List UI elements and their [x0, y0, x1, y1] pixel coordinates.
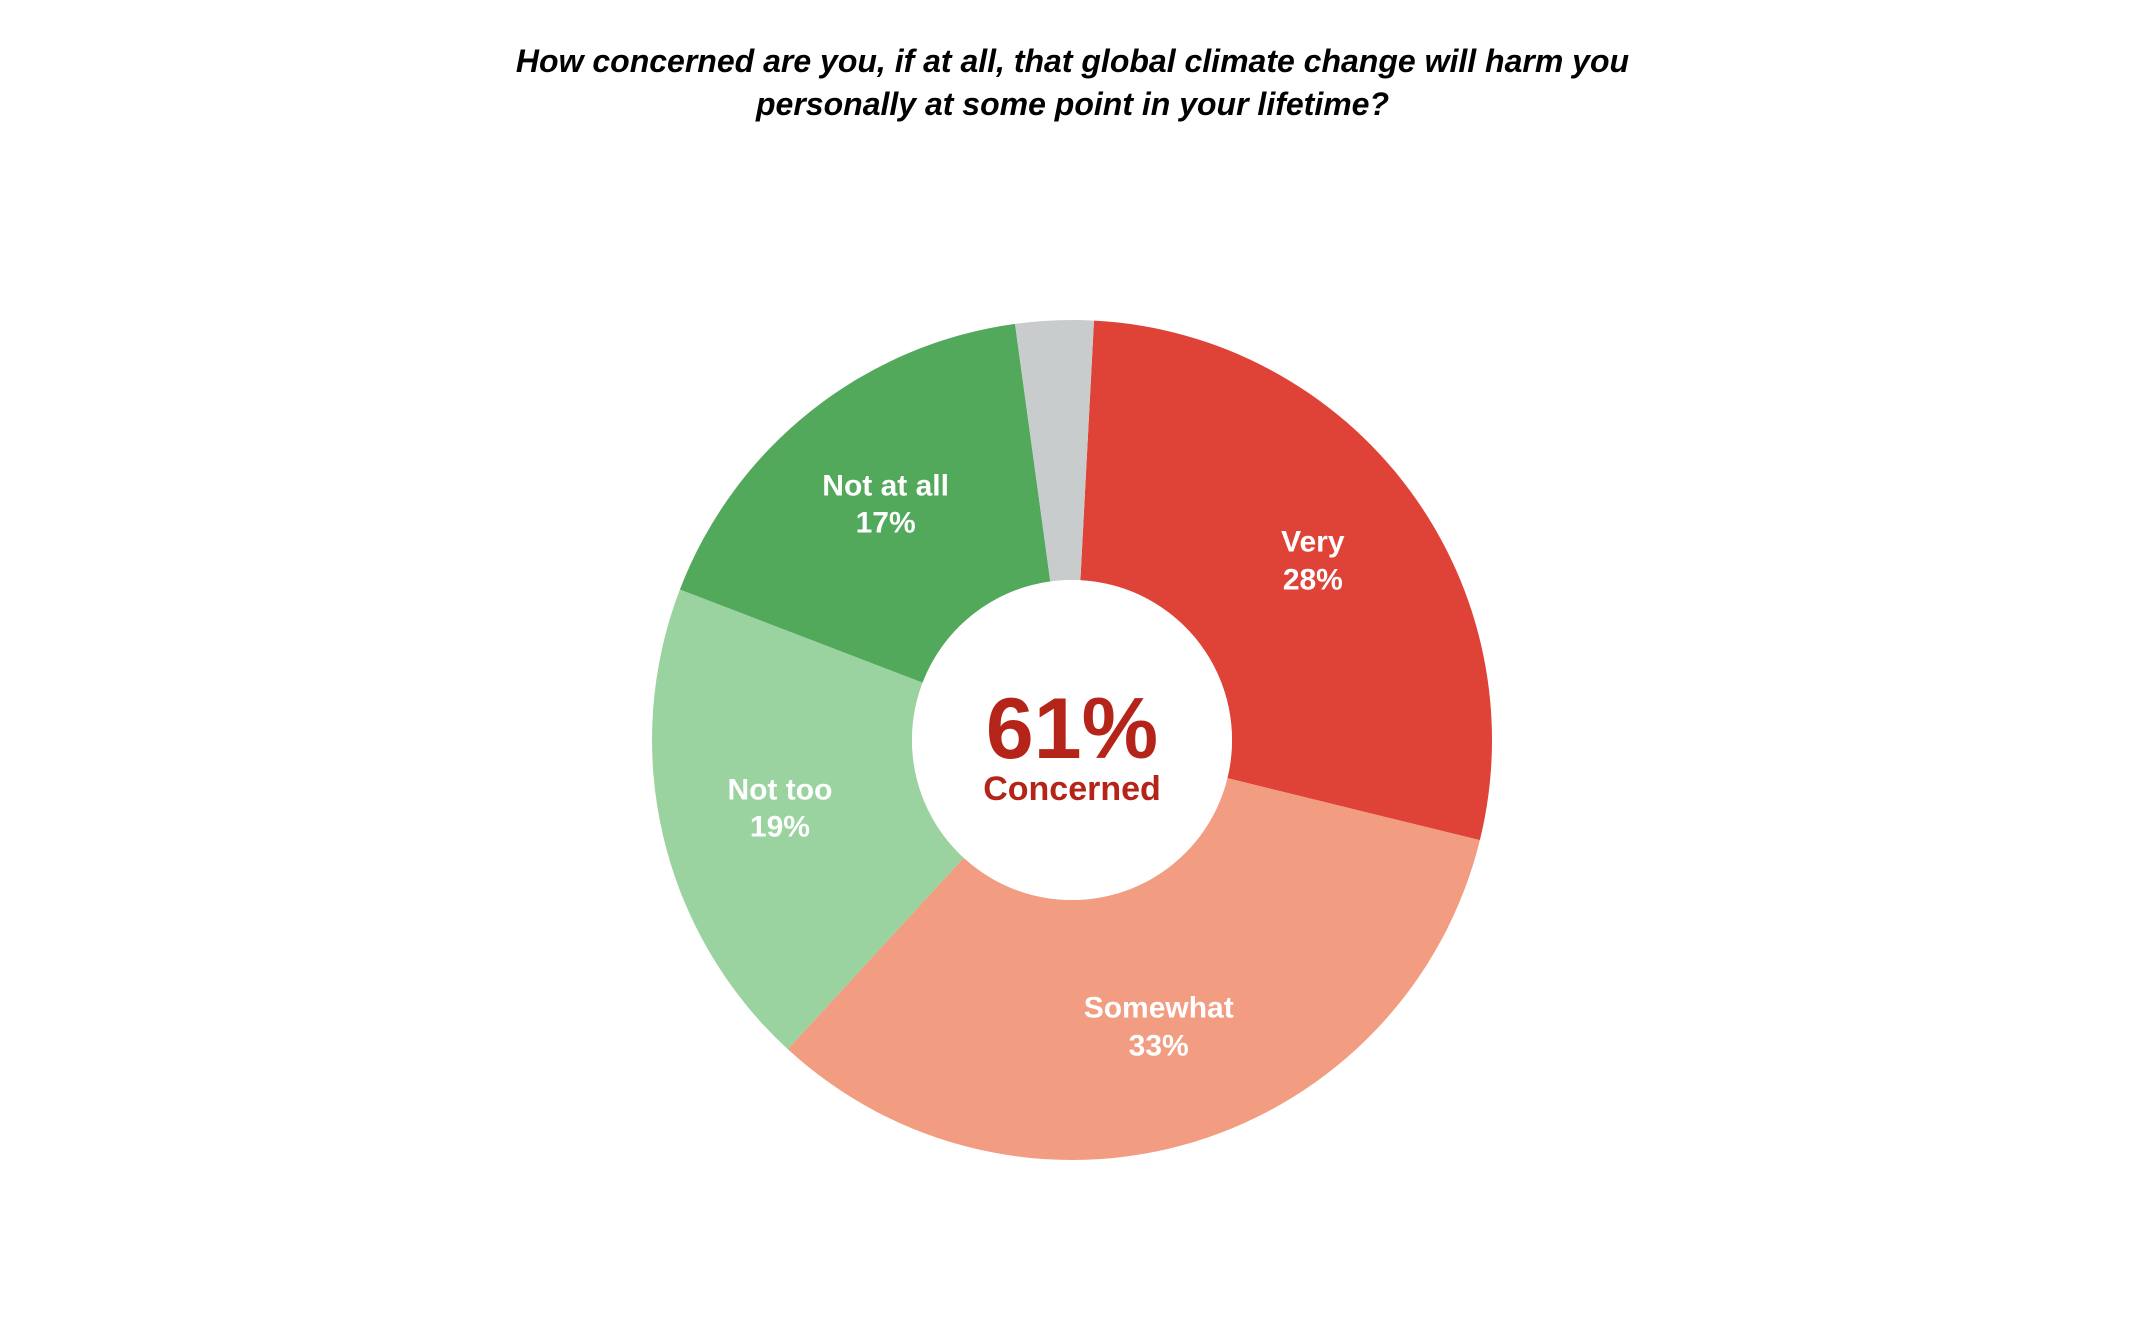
- slice-name: Somewhat: [1084, 992, 1234, 1025]
- slice-name: Very: [1281, 526, 1344, 559]
- slice-label-somewhat: Somewhat 33%: [1084, 990, 1234, 1065]
- center-percent: 61%: [983, 686, 1161, 772]
- slice-pct: 28%: [1283, 563, 1343, 596]
- slice-pct: 17%: [856, 507, 916, 540]
- slice-label-not-too: Not too 19%: [727, 771, 832, 846]
- center-label: 61% Concerned: [983, 686, 1161, 806]
- slice-pct: 19%: [750, 811, 810, 844]
- slice-name: Not at all: [822, 469, 949, 502]
- center-sub: Concerned: [983, 772, 1161, 806]
- slice-name: Not too: [727, 773, 832, 806]
- slice-pct: 33%: [1129, 1029, 1189, 1062]
- slice-label-not-at-all: Not at all 17%: [822, 467, 949, 542]
- chart-container: How concerned are you, if at all, that g…: [0, 0, 2145, 1320]
- slice-label-very: Very 28%: [1281, 524, 1344, 599]
- donut-chart: [0, 0, 2145, 1320]
